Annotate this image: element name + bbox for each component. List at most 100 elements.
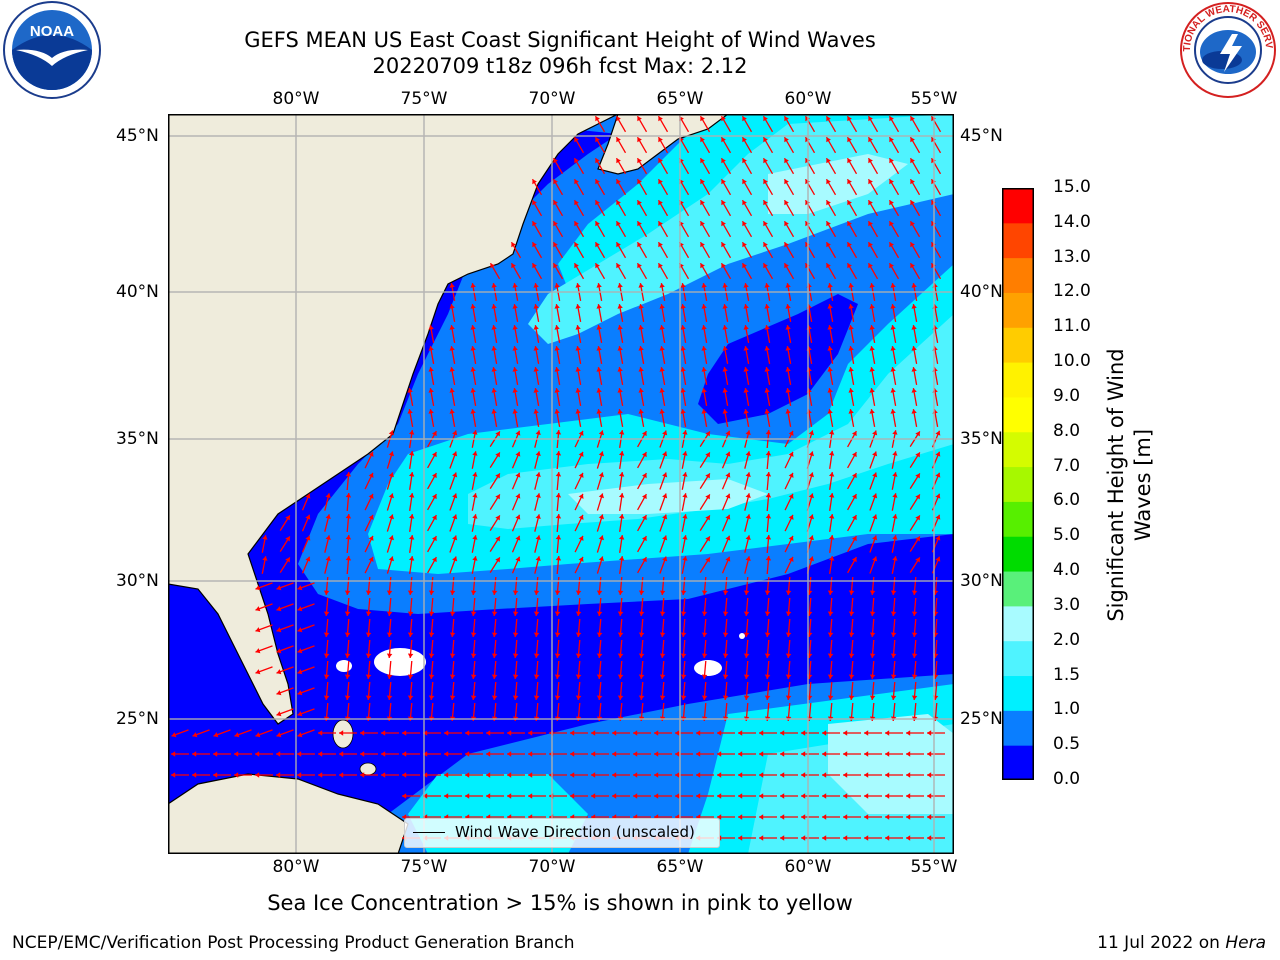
wave-direction-arrowhead [745, 535, 751, 540]
wave-direction-arrowhead [827, 653, 834, 658]
wave-direction-arrowhead [722, 409, 728, 414]
wave-direction-arrowhead [617, 695, 624, 700]
wave-direction-arrowhead [192, 732, 198, 738]
wave-direction-arrowhead [575, 653, 582, 658]
wave-direction-arrowhead [682, 493, 688, 498]
wave-direction-arrowhead [595, 158, 600, 164]
wave-direction-arrowhead [822, 772, 827, 778]
wave-direction-arrowhead [722, 674, 729, 679]
wave-direction-arrowhead [829, 472, 835, 477]
wave-direction-arrowhead [444, 751, 449, 757]
wave-direction-arrowhead [869, 325, 875, 330]
wave-direction-arrowhead [892, 556, 898, 561]
wave-direction-arrowhead [780, 793, 785, 799]
lat-label-right: 30°N [960, 571, 1003, 591]
wave-direction-arrowhead [780, 835, 785, 841]
wave-direction-arrowhead [554, 367, 560, 372]
wave-direction-arrowhead [512, 611, 519, 616]
wave-direction-arrowhead [780, 814, 785, 820]
wave-direction-arrowhead [785, 632, 792, 637]
wave-direction-arrowhead [659, 653, 666, 658]
wave-direction-arrowhead [409, 556, 415, 561]
wave-direction-arrowhead [788, 556, 794, 562]
wave-direction-arrowhead [325, 493, 331, 498]
wave-direction-arrowhead [642, 515, 647, 521]
wave-direction-arrowhead [764, 304, 770, 309]
wave-direction-arrowhead [935, 535, 941, 541]
wave-direction-arrowhead [808, 430, 814, 436]
wave-direction-arrowhead [428, 346, 434, 351]
date-text: 11 Jul 2022 on [1097, 933, 1220, 953]
wave-direction-arrowhead [659, 367, 665, 372]
wave-direction-arrowhead [495, 536, 500, 542]
wave-direction-arrowhead [700, 116, 705, 122]
wave-direction-arrowhead [339, 730, 344, 736]
wave-direction-arrowhead [638, 388, 644, 393]
wave-direction-arrowhead [432, 473, 437, 479]
wave-direction-arrowhead [675, 772, 680, 778]
wave-direction-arrowhead [255, 585, 261, 591]
wave-direction-arrowhead [409, 451, 415, 456]
wave-direction-arrowhead [742, 158, 747, 164]
wave-direction-arrowhead [847, 179, 852, 185]
wave-direction-arrowhead [297, 648, 303, 654]
wave-direction-arrowhead [935, 493, 941, 499]
wave-direction-arrowhead [827, 367, 833, 372]
wave-direction-arrowhead [318, 751, 323, 757]
wave-direction-arrowhead [515, 472, 521, 478]
wave-direction-arrowhead [743, 674, 750, 679]
wave-direction-arrowhead [449, 283, 455, 288]
wave-direction-arrowhead [764, 590, 771, 595]
wave-direction-arrowhead [323, 695, 330, 700]
wave-direction-arrowhead [910, 200, 915, 206]
wave-direction-arrowhead [705, 431, 710, 437]
wave-direction-arrowhead [596, 409, 602, 414]
wave-direction-arrowhead [848, 590, 855, 595]
wave-direction-arrowhead [598, 514, 604, 520]
wave-direction-arrowhead [910, 221, 915, 227]
wave-direction-arrowhead [595, 263, 600, 269]
wave-direction-arrowhead [637, 158, 642, 164]
wave-direction-arrowhead [872, 430, 878, 436]
wave-direction-arrowhead [682, 514, 688, 519]
wave-direction-arrowhead [638, 367, 644, 372]
wave-direction-arrowhead [717, 772, 722, 778]
lon-label-bottom: 55°W [910, 857, 958, 877]
wave-direction-arrowhead [705, 536, 710, 542]
wave-direction-arrowhead [297, 772, 302, 778]
lat-label-left: 25°N [116, 709, 159, 729]
wave-direction-arrowhead [682, 472, 688, 477]
wave-direction-arrowhead [658, 179, 663, 185]
wave-direction-arrowhead [745, 451, 751, 456]
wave-direction-arrowhead [642, 536, 647, 542]
wave-direction-arrowhead [743, 325, 749, 330]
wave-direction-arrowhead [915, 431, 920, 437]
wave-direction-arrowhead [701, 674, 708, 679]
wave-direction-arrowhead [848, 611, 855, 616]
wave-direction-arrowhead [910, 242, 915, 248]
wave-direction-arrowhead [738, 751, 743, 757]
wave-direction-arrowhead [532, 179, 537, 185]
wave-direction-arrowhead [911, 388, 917, 393]
wave-direction-arrowhead [829, 514, 835, 519]
wave-direction-arrowhead [852, 494, 857, 500]
wave-direction-arrowhead [255, 732, 261, 738]
wave-direction-arrowhead [843, 751, 848, 757]
wave-direction-arrowhead [892, 514, 898, 519]
wave-direction-arrowhead [575, 590, 582, 595]
wave-direction-arrowhead [472, 430, 478, 435]
wave-direction-arrowhead [596, 304, 602, 309]
wave-direction-arrowhead [297, 690, 303, 696]
wave-direction-arrowhead [890, 653, 897, 658]
wave-direction-arrowhead [642, 431, 647, 437]
wave-direction-arrowhead [642, 473, 647, 479]
wave-direction-arrowhead [868, 179, 873, 185]
wave-direction-arrowhead [722, 695, 729, 700]
wave-direction-arrowhead [637, 137, 642, 143]
wave-direction-arrowhead [345, 514, 352, 519]
wave-direction-arrowhead [512, 674, 519, 679]
wave-direction-arrowhead [617, 325, 623, 330]
wave-direction-arrowhead [633, 751, 638, 757]
wave-direction-arrowhead [847, 158, 852, 164]
wave-direction-arrowhead [784, 242, 789, 248]
